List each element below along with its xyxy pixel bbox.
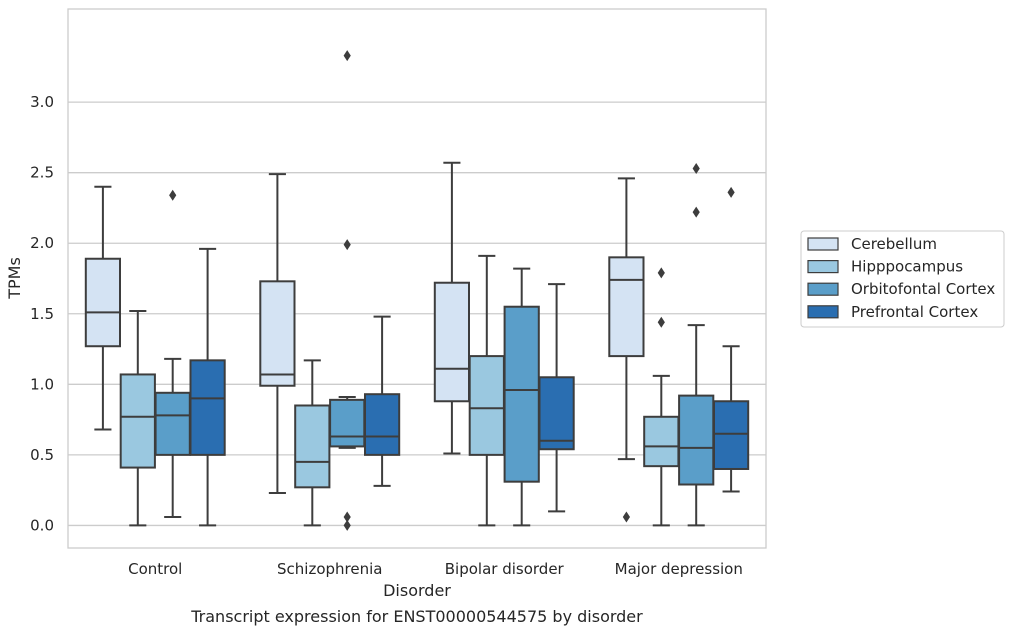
y-tick-label: 3.0	[30, 93, 54, 111]
box-body	[329, 398, 366, 448]
box-body	[119, 373, 156, 469]
box	[538, 283, 575, 513]
outlier-point	[343, 519, 351, 531]
box	[119, 309, 156, 527]
box-body	[678, 394, 715, 486]
box-body	[294, 404, 331, 489]
outlier-point	[657, 316, 665, 328]
box-body	[608, 256, 645, 358]
legend-label: Prefrontal Cortex	[851, 303, 978, 321]
y-tick-label: 0.0	[30, 516, 54, 534]
outlier-point	[657, 267, 665, 279]
plot-frame	[67, 8, 767, 549]
outlier-point	[727, 186, 735, 198]
box-body	[712, 400, 750, 470]
x-axis-title: Disorder	[383, 581, 451, 600]
box-body	[433, 281, 471, 403]
box-body	[538, 376, 575, 451]
box	[363, 315, 401, 487]
figure-caption: Transcript expression for ENST0000054457…	[190, 607, 643, 626]
box	[712, 186, 750, 493]
legend-label: Cerebellum	[851, 235, 937, 253]
box	[608, 177, 645, 523]
series-3	[189, 186, 750, 527]
x-tick-label: Bipolar disorder	[445, 560, 565, 578]
box-series-layer	[84, 50, 750, 531]
box	[643, 267, 680, 527]
box	[678, 162, 715, 527]
y-tick-label: 2.0	[30, 234, 54, 252]
outlier-point	[692, 206, 700, 218]
outlier-point	[343, 50, 351, 62]
y-tick-labels: 0.0 0.5 1.0 1.5 2.0 2.5 3.0	[30, 93, 54, 534]
y-tick-label: 1.0	[30, 375, 54, 393]
outlier-point	[169, 189, 177, 201]
box	[154, 189, 191, 518]
outlier-point	[622, 511, 630, 523]
box-body	[84, 257, 122, 348]
legend-label: Orbitofontal Cortex	[851, 280, 995, 298]
outlier-point	[692, 162, 700, 174]
box-body	[643, 415, 680, 468]
legend: Cerebellum Hipppocampus Orbitofontal Corte…	[800, 230, 1005, 328]
box	[294, 359, 331, 527]
y-tick-label: 2.5	[30, 164, 54, 182]
box	[329, 50, 366, 531]
outlier-point	[343, 239, 351, 251]
outlier-point	[343, 511, 351, 523]
box-body	[363, 393, 401, 456]
box-body	[503, 305, 540, 483]
legend-swatch	[807, 237, 839, 251]
box-body	[259, 280, 296, 387]
y-axis-title: TPMs	[5, 257, 24, 300]
legend-items: Cerebellum Hipppocampus Orbitofontal Corte…	[807, 235, 995, 321]
legend-swatch	[807, 260, 839, 274]
x-tick-label: Schizophrenia	[277, 560, 382, 578]
box-body	[468, 355, 505, 456]
legend-frame	[800, 230, 1005, 328]
box-body	[154, 391, 191, 456]
x-tick-label: Control	[128, 560, 182, 578]
x-tick-label: Major depression	[615, 560, 743, 578]
box	[259, 173, 296, 494]
box	[433, 161, 471, 455]
box	[84, 185, 122, 431]
y-tick-label: 1.5	[30, 305, 54, 323]
box	[189, 247, 226, 527]
legend-swatch	[807, 305, 839, 319]
box-body	[189, 359, 226, 456]
x-tick-labels: Control Schizophrenia Bipolar disorder Majo…	[128, 560, 743, 578]
legend-label: Hipppocampus	[851, 258, 963, 276]
series-0	[84, 161, 645, 523]
y-tick-label: 0.5	[30, 446, 54, 464]
legend-swatch	[807, 282, 839, 296]
